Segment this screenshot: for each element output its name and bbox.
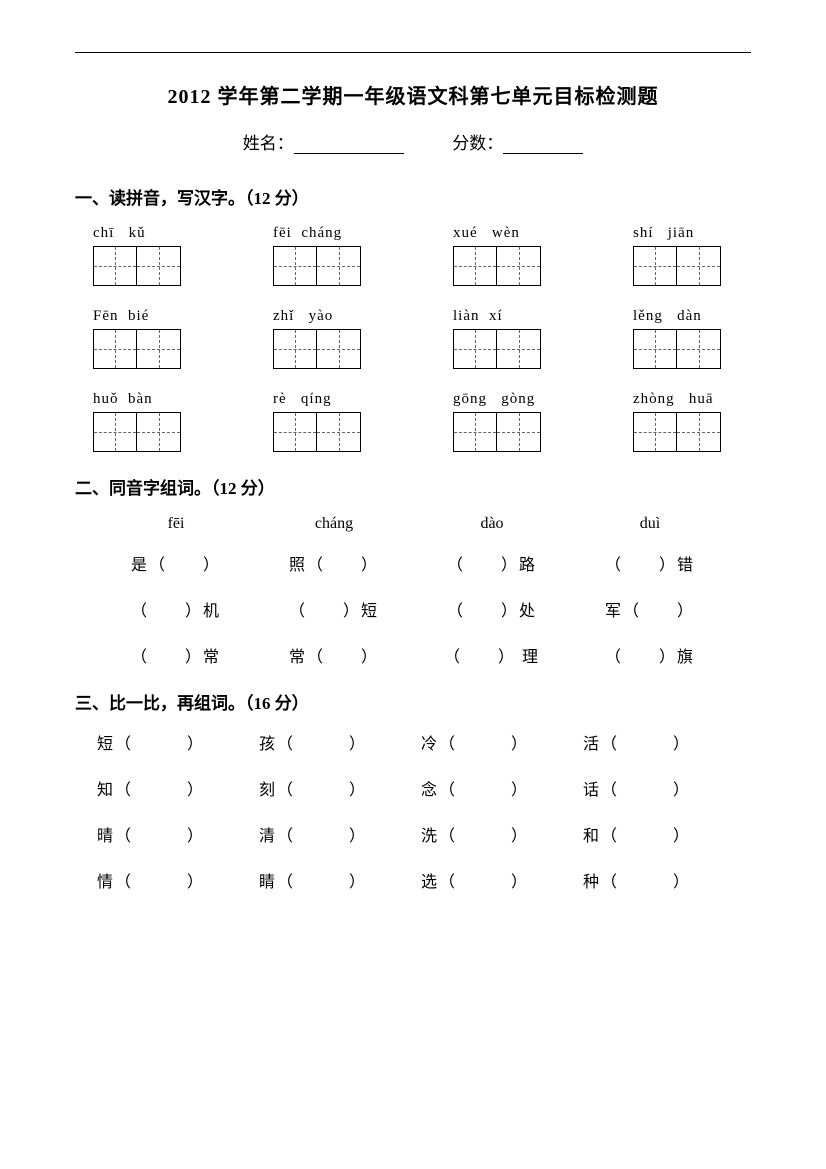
homophone-item[interactable]: （ ） 理 (413, 643, 571, 667)
writing-box-pair[interactable] (93, 412, 205, 452)
name-label: 姓名： (243, 134, 294, 153)
homophone-row: （ ）常 常（ ） （ ） 理 （ ）旗 (97, 643, 751, 667)
homophone-head: dào (413, 515, 571, 533)
compare-item[interactable]: 选（ ） (421, 868, 583, 892)
compare-item[interactable]: 冷（ ） (421, 730, 583, 754)
writing-box-pair[interactable] (273, 329, 385, 369)
section-2-body: fēi cháng dào duì 是（ ） 照（ ） （ ）路 （ ）错 （ … (97, 515, 751, 667)
compare-row: 短（ ） 孩（ ） 冷（ ） 活（ ） (97, 730, 751, 754)
homophone-head: cháng (255, 515, 413, 533)
homophone-item[interactable]: （ ）错 (571, 551, 729, 575)
writing-box-pair[interactable] (633, 246, 745, 286)
compare-item[interactable]: 孩（ ） (259, 730, 421, 754)
pinyin-label: gōng gòng (453, 391, 565, 408)
writing-box-pair[interactable] (93, 329, 205, 369)
pinyin-label: rè qíng (273, 391, 385, 408)
pinyin-row: Fēn bié zhǐ yào liàn xí lěng dàn (93, 308, 751, 369)
pinyin-cell: fēi cháng (273, 225, 385, 286)
compare-item[interactable]: 情（ ） (97, 868, 259, 892)
homophone-item[interactable]: （ ）常 (97, 643, 255, 667)
homophone-row: （ ）机 （ ）短 （ ）处 军（ ） (97, 597, 751, 621)
compare-item[interactable]: 话（ ） (583, 776, 745, 800)
pinyin-cell: Fēn bié (93, 308, 205, 369)
homophone-item[interactable]: 常（ ） (255, 643, 413, 667)
pinyin-cell: zhǐ yào (273, 308, 385, 369)
pinyin-label: fēi cháng (273, 225, 385, 242)
section-3-heading: 三、比一比，再组词。（16 分） (75, 689, 751, 714)
writing-box-pair[interactable] (273, 246, 385, 286)
name-score-line: 姓名： 分数： (75, 129, 751, 154)
pinyin-label: shí jiān (633, 225, 745, 242)
section-2-heading: 二、同音字组词。（12 分） (75, 474, 751, 499)
section-3-body: 短（ ） 孩（ ） 冷（ ） 活（ ） 知（ ） 刻（ ） 念（ ） 话（ ） … (97, 730, 751, 892)
pinyin-label: Fēn bié (93, 308, 205, 325)
name-blank[interactable] (294, 136, 404, 154)
pinyin-label: xué wèn (453, 225, 565, 242)
section-1-heading: 一、读拼音，写汉字。（12 分） (75, 184, 751, 209)
pinyin-cell: xué wèn (453, 225, 565, 286)
pinyin-cell: chī kǔ (93, 225, 205, 286)
homophone-item[interactable]: （ ）路 (413, 551, 571, 575)
pinyin-cell: huǒ bàn (93, 391, 205, 452)
pinyin-row: chī kǔ fēi cháng xué wèn shí jiān (93, 225, 751, 286)
pinyin-cell: liàn xí (453, 308, 565, 369)
writing-box-pair[interactable] (633, 412, 745, 452)
top-rule (75, 52, 751, 53)
compare-item[interactable]: 短（ ） (97, 730, 259, 754)
homophone-item[interactable]: 军（ ） (571, 597, 729, 621)
compare-item[interactable]: 活（ ） (583, 730, 745, 754)
pinyin-label: huǒ bàn (93, 391, 205, 408)
homophone-item[interactable]: （ ）机 (97, 597, 255, 621)
pinyin-label: zhǐ yào (273, 308, 385, 325)
writing-box-pair[interactable] (453, 329, 565, 369)
pinyin-cell: zhòng huā (633, 391, 745, 452)
homophone-item[interactable]: 照（ ） (255, 551, 413, 575)
pinyin-cell: rè qíng (273, 391, 385, 452)
compare-item[interactable]: 种（ ） (583, 868, 745, 892)
score-blank[interactable] (503, 136, 583, 154)
homophone-item[interactable]: 是（ ） (97, 551, 255, 575)
compare-item[interactable]: 洗（ ） (421, 822, 583, 846)
homophone-head-row: fēi cháng dào duì (97, 515, 751, 533)
score-label: 分数： (452, 134, 503, 153)
compare-item[interactable]: 和（ ） (583, 822, 745, 846)
compare-item[interactable]: 清（ ） (259, 822, 421, 846)
pinyin-label: zhòng huā (633, 391, 745, 408)
pinyin-cell: shí jiān (633, 225, 745, 286)
pinyin-row: huǒ bàn rè qíng gōng gòng zhòng huā (93, 391, 751, 452)
homophone-row: 是（ ） 照（ ） （ ）路 （ ）错 (97, 551, 751, 575)
pinyin-label: liàn xí (453, 308, 565, 325)
page-title: 2012 学年第二学期一年级语文科第七单元目标检测题 (75, 80, 751, 109)
compare-row: 知（ ） 刻（ ） 念（ ） 话（ ） (97, 776, 751, 800)
writing-box-pair[interactable] (453, 412, 565, 452)
homophone-item[interactable]: （ ）处 (413, 597, 571, 621)
homophone-item[interactable]: （ ）旗 (571, 643, 729, 667)
writing-box-pair[interactable] (453, 246, 565, 286)
compare-item[interactable]: 睛（ ） (259, 868, 421, 892)
writing-box-pair[interactable] (93, 246, 205, 286)
pinyin-label: chī kǔ (93, 225, 205, 242)
compare-item[interactable]: 刻（ ） (259, 776, 421, 800)
compare-item[interactable]: 念（ ） (421, 776, 583, 800)
pinyin-label: lěng dàn (633, 308, 745, 325)
homophone-item[interactable]: （ ）短 (255, 597, 413, 621)
pinyin-cell: gōng gòng (453, 391, 565, 452)
pinyin-cell: lěng dàn (633, 308, 745, 369)
homophone-head: fēi (97, 515, 255, 533)
compare-row: 晴（ ） 清（ ） 洗（ ） 和（ ） (97, 822, 751, 846)
compare-item[interactable]: 晴（ ） (97, 822, 259, 846)
writing-box-pair[interactable] (273, 412, 385, 452)
homophone-head: duì (571, 515, 729, 533)
writing-box-pair[interactable] (633, 329, 745, 369)
compare-row: 情（ ） 睛（ ） 选（ ） 种（ ） (97, 868, 751, 892)
compare-item[interactable]: 知（ ） (97, 776, 259, 800)
